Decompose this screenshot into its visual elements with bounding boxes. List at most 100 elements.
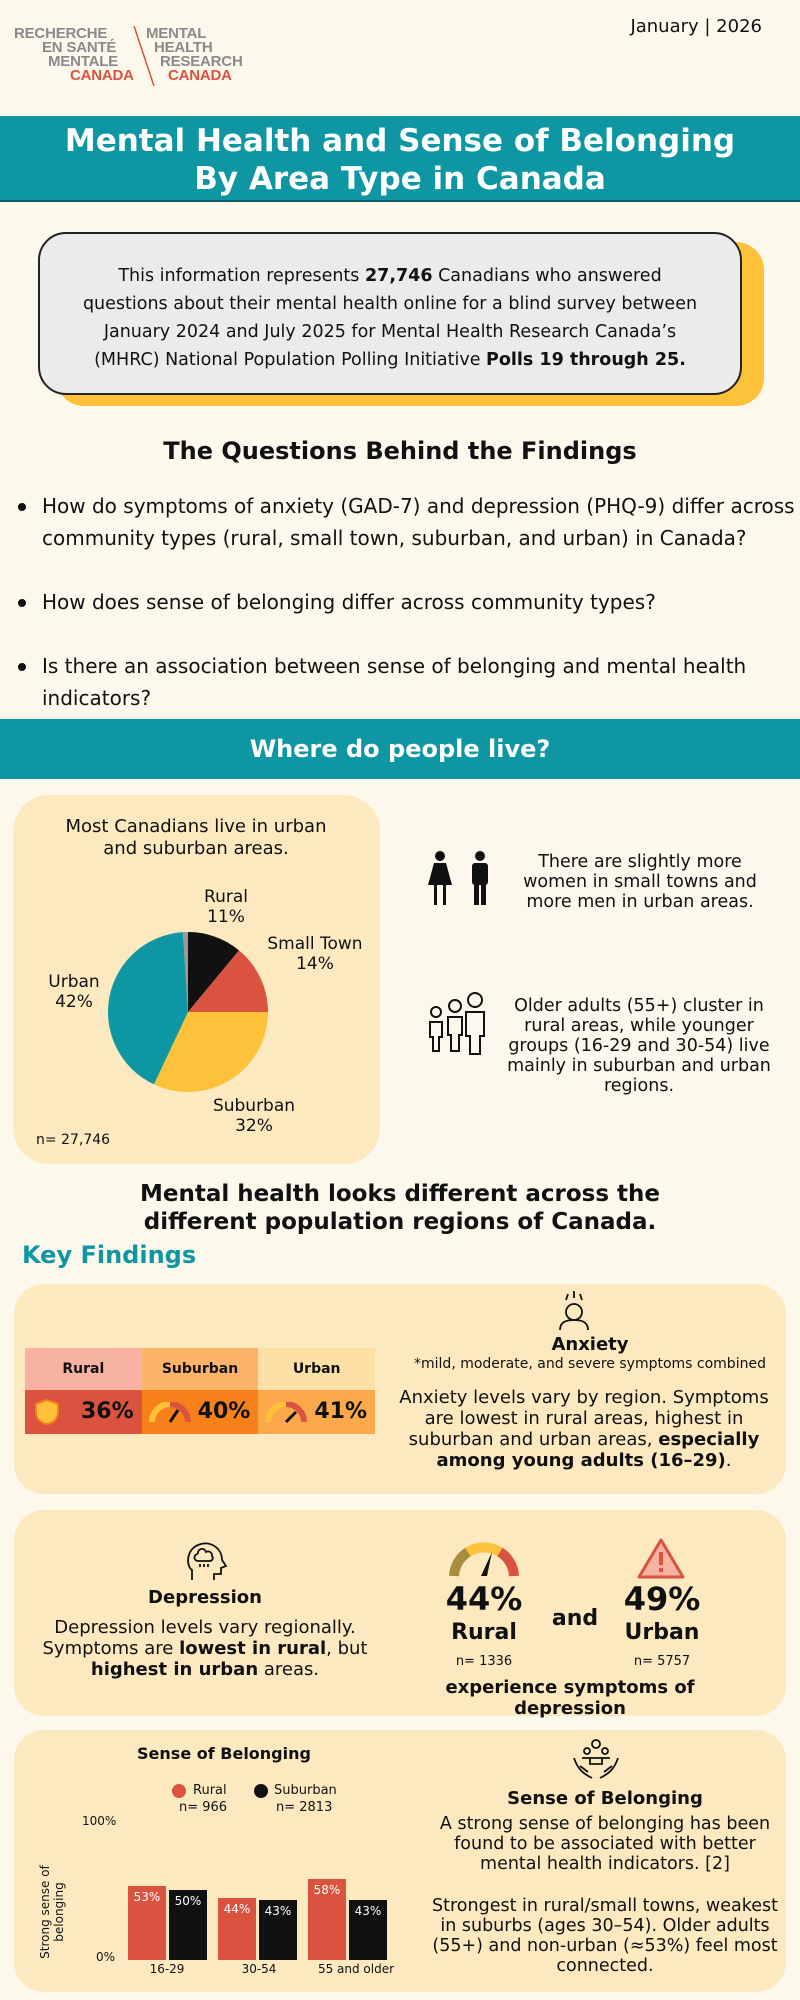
belonging-text-1: A strong sense of belonging has been fou… xyxy=(439,1814,771,1874)
pie-label: Urban 42% xyxy=(48,972,100,1012)
legend-n-suburban: n= 2813 xyxy=(276,1800,333,1815)
pie-slice-small-town xyxy=(188,950,268,1012)
bar-suburban-0: 50% xyxy=(169,1890,207,1960)
depression-caption: experience symptoms of depression xyxy=(445,1677,695,1719)
bar-value-label: 43% xyxy=(354,1903,382,1918)
mental-health-heading: Mental health looks different across the… xyxy=(139,1181,661,1235)
depression-rural-pct: 44% xyxy=(445,1580,523,1618)
anxiety-title: Anxiety xyxy=(551,1334,629,1355)
pie-label: Small Town 14% xyxy=(267,934,363,974)
anxious-person-icon xyxy=(559,1291,589,1330)
intro-text: Canadians who answered questions about t… xyxy=(82,266,698,370)
list-item: How do symptoms of anxiety (GAD-7) and d… xyxy=(18,490,798,554)
x-tick-label: 55 and older xyxy=(317,1962,395,1976)
anxiety-suburban-value: 40% xyxy=(197,1399,251,1424)
list-item: How does sense of belonging differ acros… xyxy=(18,586,798,618)
x-tick-label: 16-29 xyxy=(149,1962,185,1976)
anxiety-note: *mild, moderate, and severe symptoms com… xyxy=(414,1356,766,1372)
gauge-icon xyxy=(148,1402,191,1423)
gender-text: There are slightly more women in small t… xyxy=(523,852,757,912)
anxiety-suburban-cell: 40% xyxy=(141,1390,259,1434)
intro-box: This information represents 27,746 Canad… xyxy=(38,232,742,395)
legend-label-suburban: Suburban xyxy=(274,1783,337,1798)
bar-value-label: 44% xyxy=(223,1902,251,1917)
report-date: January | 2026 xyxy=(630,16,762,37)
depression-urban-label: Urban xyxy=(624,1620,700,1645)
belonging-title: Sense of Belonging xyxy=(507,1788,703,1809)
anxiety-region-rural: Rural xyxy=(25,1348,142,1390)
woman-man-icon xyxy=(428,851,488,905)
bar-value-label: 58% xyxy=(313,1882,341,1897)
bar-value-label: 43% xyxy=(264,1903,292,1918)
legend-swatch-suburban xyxy=(254,1784,268,1798)
anxiety-region-urban: Urban xyxy=(258,1348,376,1390)
logo-text: CANADA xyxy=(168,67,232,84)
depression-and: and xyxy=(551,1606,599,1631)
logo-text: CANADA xyxy=(70,67,134,84)
depression-text: Depression levels vary regionally. Sympt… xyxy=(42,1617,368,1680)
key-findings-heading: Key Findings xyxy=(22,1241,197,1269)
sad-head-icon xyxy=(187,1542,228,1580)
logo-text: RECHERCHE xyxy=(14,25,108,42)
logo-text: RESEARCH xyxy=(160,53,243,70)
where-banner: Where do people live? xyxy=(0,719,800,779)
family-icon xyxy=(429,992,485,1055)
depression-rural-label: Rural xyxy=(451,1620,517,1645)
bar-value-label: 50% xyxy=(174,1894,202,1908)
pie-label: Suburban 32% xyxy=(212,1096,296,1136)
region-pie-chart xyxy=(107,932,268,1092)
list-item: Is there an association between sense of… xyxy=(18,650,798,714)
pie-label: Rural 11% xyxy=(204,887,248,927)
depression-rural-n: n= 1336 xyxy=(455,1654,513,1669)
logo-text: EN SANTÉ xyxy=(42,39,117,56)
belonging-text-2: Strongest in rural/small towns, weakest … xyxy=(432,1896,778,1976)
logo-text: HEALTH xyxy=(154,39,213,56)
bar-value-label: 53% xyxy=(133,1889,161,1904)
respondent-count: 27,746 xyxy=(364,266,433,286)
questions-list: How do symptoms of anxiety (GAD-7) and d… xyxy=(18,490,798,746)
mhrc-logo: RECHERCHE EN SANTÉ MENTALE CANADA MENTAL… xyxy=(14,26,254,92)
logo-text: MENTAL xyxy=(146,25,207,42)
anxiety-rural-cell: 36% xyxy=(25,1390,142,1434)
x-tick-label: 30-54 xyxy=(241,1962,277,1976)
age-text: Older adults (55+) cluster in rural area… xyxy=(507,996,771,1096)
anxiety-rural-value: 36% xyxy=(81,1399,134,1424)
title-line-2: By Area Type in Canada xyxy=(194,161,606,197)
anxiety-table: Rural Suburban Urban 36% 40% 41% xyxy=(25,1348,376,1434)
depression-urban-pct: 49% xyxy=(623,1580,701,1618)
questions-heading: The Questions Behind the Findings xyxy=(163,437,637,465)
pie-slice-urban xyxy=(107,932,188,1085)
anxiety-urban-value: 41% xyxy=(314,1399,368,1424)
pie-title: Most Canadians live in urban and suburba… xyxy=(65,816,327,859)
gauge-icon xyxy=(449,1542,519,1577)
anxiety-urban-cell: 41% xyxy=(258,1390,376,1434)
gauge-icon xyxy=(265,1402,308,1424)
bar-rural-1: 44% xyxy=(218,1898,256,1960)
sample-size: n= 27,746 xyxy=(36,1132,111,1148)
legend-label-rural: Rural xyxy=(193,1783,227,1798)
title-banner: Mental Health and Sense of Belonging By … xyxy=(0,116,800,202)
legend-n-rural: n= 966 xyxy=(179,1800,228,1815)
belonging-chart-title: Sense of Belonging xyxy=(137,1744,311,1763)
warning-icon xyxy=(637,1538,685,1579)
bar-rural-2: 58% xyxy=(308,1878,346,1960)
intro-text: This information represents xyxy=(118,266,365,286)
y-tick-label: 100% xyxy=(82,1814,117,1828)
hands-community-icon xyxy=(573,1739,619,1779)
depression-title: Depression xyxy=(148,1587,262,1608)
anxiety-text: Anxiety levels vary by region. Symptoms … xyxy=(399,1387,769,1471)
bar-suburban-2: 43% xyxy=(349,1899,387,1960)
bar-rural-0: 53% xyxy=(128,1885,166,1960)
depression-urban-n: n= 5757 xyxy=(633,1654,691,1669)
pie-slice-other xyxy=(182,932,188,1012)
y-tick-label: 0% xyxy=(96,1950,116,1964)
y-axis-label: Strong sense of belonging xyxy=(38,1865,66,1959)
pie-slice-suburban xyxy=(153,1012,268,1092)
title-line-1: Mental Health and Sense of Belonging xyxy=(64,123,736,159)
logo-slash-icon xyxy=(133,26,155,86)
pie-slice-rural xyxy=(188,932,239,1012)
bar-suburban-1: 43% xyxy=(259,1899,297,1960)
shield-icon xyxy=(35,1399,59,1425)
belonging-bar-chart: 53% 50% 44% 43% 58% 43% xyxy=(120,1820,400,1960)
polls-range: Polls 19 through 25. xyxy=(486,350,686,370)
